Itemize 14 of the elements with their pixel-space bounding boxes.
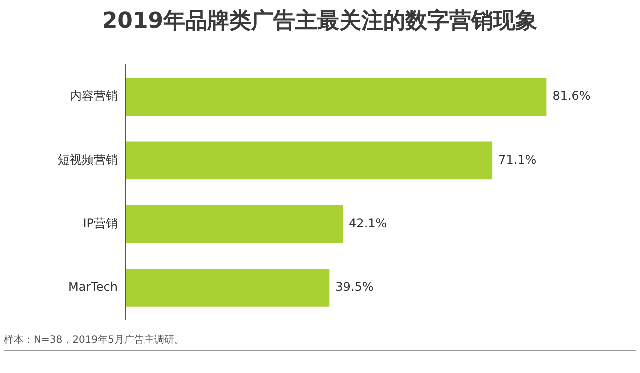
bar [126, 205, 344, 244]
data-label: 71.1% [498, 152, 537, 167]
bar [126, 78, 547, 116]
y-tick-label: 内容营销 [70, 89, 118, 104]
bar [126, 142, 493, 180]
y-tick-label: 短视频营销 [58, 152, 118, 167]
y-tick-label: IP营销 [83, 216, 118, 230]
data-label: 39.5% [336, 280, 374, 294]
data-label: 42.1% [349, 216, 388, 230]
y-tick-label: MarTech [68, 280, 118, 294]
data-label: 81.6% [552, 89, 591, 104]
bar [126, 269, 330, 307]
text: 样本：N=38，2019年5月广告主调研。 [4, 334, 184, 347]
chart-title: 2019年品牌类广告主最关注的数字营销现象 [101, 8, 539, 36]
